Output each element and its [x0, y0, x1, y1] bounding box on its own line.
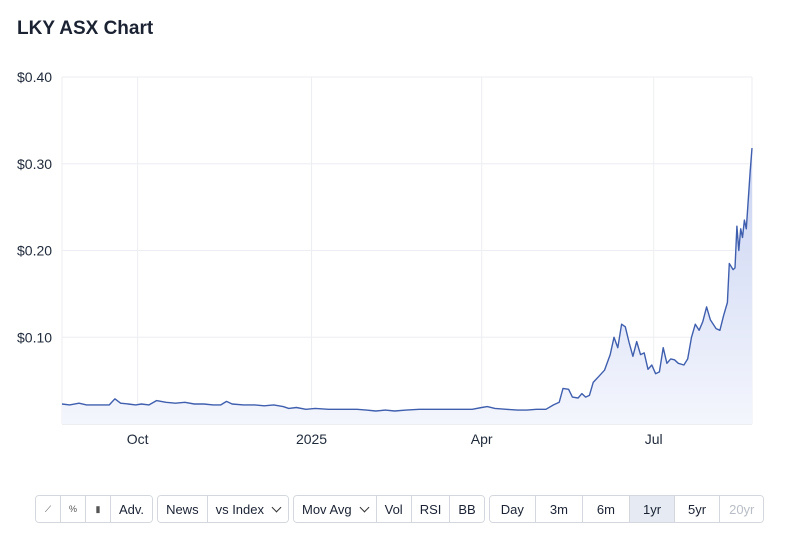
y-tick-label: $0.40: [17, 69, 52, 85]
advanced-button[interactable]: Adv.: [110, 496, 153, 522]
y-tick-label: $0.10: [17, 329, 52, 345]
mov-avg-dropdown[interactable]: Mov Avg: [294, 496, 376, 522]
news-button[interactable]: News: [158, 496, 207, 522]
x-tick-label: Jul: [645, 431, 663, 447]
vol-button[interactable]: Vol: [375, 496, 411, 522]
rsi-button[interactable]: RSI: [410, 496, 450, 522]
x-tick-label: Apr: [471, 431, 493, 447]
candlestick-icon[interactable]: ▮: [85, 496, 110, 522]
vs-index-dropdown[interactable]: vs Index: [206, 496, 288, 522]
chart-title: LKY ASX Chart: [17, 18, 154, 39]
chart-toolbar: ⟋ % ▮ Adv. News vs Index Mov Avg Vol RSI…: [35, 495, 765, 523]
mov-avg-label: Mov Avg: [302, 501, 352, 517]
line-chart-icon[interactable]: ⟋: [36, 496, 60, 522]
percent-chart-icon[interactable]: %: [60, 496, 85, 522]
chevron-down-icon: [359, 502, 370, 512]
bb-button[interactable]: BB: [449, 496, 484, 522]
x-tick-label: Oct: [127, 431, 149, 447]
range-day-button[interactable]: Day: [489, 496, 535, 522]
indicator-group: Mov Avg Vol RSI BB: [293, 495, 485, 523]
x-tick-label: 2025: [296, 431, 327, 447]
y-tick-label: $0.30: [17, 156, 52, 172]
range-20yr-button[interactable]: 20yr: [719, 496, 764, 522]
vs-index-label: vs Index: [215, 501, 264, 517]
range-6m-button[interactable]: 6m: [581, 496, 629, 522]
price-area: [62, 148, 752, 424]
chart-type-group: ⟋ % ▮ Adv.: [35, 495, 154, 523]
range-5yr-button[interactable]: 5yr: [674, 496, 720, 522]
price-line: [61, 148, 753, 412]
y-tick-label: $0.20: [17, 243, 52, 259]
range-3m-button[interactable]: 3m: [534, 496, 582, 522]
price-chart: $0.10 $0.20 $0.30 $0.40 Oct 2025 Apr Jul: [17, 69, 753, 447]
range-group: Day 3m 6m 1yr 5yr 20yr: [488, 495, 765, 523]
range-1yr-button[interactable]: 1yr: [628, 496, 675, 522]
chevron-down-icon: [271, 502, 282, 512]
overlay-group: News vs Index: [157, 495, 289, 523]
